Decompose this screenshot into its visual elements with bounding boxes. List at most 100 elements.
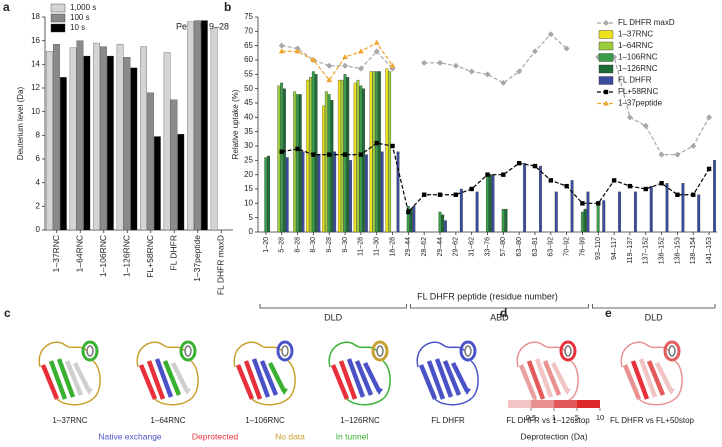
- y-tick-label: 50: [244, 84, 253, 93]
- structure-label: 1–106RNC: [245, 416, 285, 425]
- bar: [362, 88, 365, 233]
- marker: [706, 166, 712, 172]
- loop: [251, 360, 296, 406]
- y-tick-label: 12: [31, 83, 40, 92]
- strand: [542, 360, 562, 396]
- structure: [516, 340, 579, 406]
- colorbar-segment: [554, 400, 577, 408]
- strand: [426, 360, 446, 400]
- bar: [53, 44, 60, 231]
- colorbar-tick-label: 5: [575, 413, 579, 422]
- bar: [147, 92, 154, 231]
- marker: [294, 48, 301, 54]
- bar: [282, 88, 286, 233]
- bar: [438, 211, 442, 233]
- x-tick-label: 70–92: [563, 237, 570, 257]
- colorbar-segment: [531, 400, 554, 408]
- y-tick-label: 55: [244, 69, 253, 78]
- bar: [280, 82, 284, 233]
- structure-label: 1–37RNC: [52, 416, 87, 425]
- marker: [484, 71, 491, 78]
- marker: [373, 39, 380, 45]
- x-tick-label: 76–99: [579, 237, 586, 257]
- helix: [668, 345, 676, 357]
- legend-swatch: [50, 23, 66, 33]
- strand: [170, 361, 190, 393]
- bar: [396, 151, 400, 233]
- bar: [570, 180, 574, 233]
- marker: [452, 62, 459, 69]
- x-tick-label: 33–76: [484, 237, 491, 257]
- bar: [633, 191, 637, 233]
- bar: [377, 71, 381, 233]
- bar: [324, 91, 328, 233]
- y-tick-label: 14: [31, 59, 40, 68]
- marker: [357, 48, 364, 54]
- x-tick-label: 29–44: [437, 237, 444, 257]
- series-line: [281, 142, 710, 214]
- marker: [611, 178, 617, 183]
- strand: [259, 360, 279, 396]
- y-tick-label: 16: [31, 36, 40, 45]
- bar: [353, 82, 357, 233]
- strand: [346, 358, 366, 398]
- strand: [526, 360, 546, 400]
- bar: [580, 211, 584, 233]
- structure: [416, 340, 479, 406]
- legend-label: 1–64RNC: [618, 41, 653, 50]
- strand: [162, 360, 182, 396]
- helix: [276, 340, 294, 362]
- helix: [459, 340, 477, 362]
- x-tick-label: 63–81: [532, 237, 539, 257]
- strand: [534, 358, 554, 398]
- bar: [69, 47, 77, 231]
- strand: [138, 364, 158, 400]
- bar: [697, 194, 701, 233]
- y-tick-label: 4: [36, 178, 41, 187]
- colorbar-tick-label: 10: [596, 413, 604, 422]
- x-tick-label: 138–153: [674, 237, 681, 264]
- y-tick-label: 15: [244, 184, 253, 193]
- y-tick-label: 35: [244, 127, 253, 136]
- marker: [279, 149, 284, 154]
- strand: [235, 364, 255, 400]
- bar: [412, 206, 416, 233]
- bar: [459, 188, 463, 233]
- y-tick-label: 45: [244, 98, 253, 107]
- y-tick-label: 10: [31, 107, 40, 116]
- marker: [421, 59, 428, 66]
- bar: [306, 79, 310, 233]
- bar: [364, 154, 368, 233]
- marker: [580, 201, 585, 206]
- bar: [296, 94, 299, 233]
- colorbar-segment: [508, 400, 531, 408]
- x-tick-label: 29–44: [405, 237, 412, 257]
- bar: [649, 185, 653, 233]
- key-label: Native exchange: [98, 431, 162, 441]
- marker: [643, 186, 648, 192]
- bar: [298, 94, 302, 233]
- legend-swatch: [50, 3, 66, 13]
- y-axis-label: Relative uptake (%): [231, 89, 240, 159]
- bar: [330, 99, 334, 233]
- legend-label: FL DHFR maxD: [618, 18, 675, 27]
- y-tick-label: 6: [36, 154, 41, 163]
- colorbar-tick-label: 1: [552, 413, 556, 422]
- legend-label: 1–106RNC: [618, 53, 658, 62]
- bar: [83, 55, 91, 231]
- panel-letter: b: [224, 0, 231, 14]
- structure: [620, 340, 683, 406]
- domain-label: DLD: [645, 312, 664, 322]
- panel-letter: e: [605, 306, 612, 320]
- bar: [375, 71, 379, 233]
- loop: [434, 360, 479, 406]
- marker: [358, 152, 364, 157]
- marker: [311, 152, 316, 157]
- strand: [267, 361, 287, 393]
- marker: [437, 59, 444, 66]
- bar: [123, 57, 131, 231]
- x-tick-label: 8–28: [294, 237, 301, 253]
- legend-label: 1–37RNC: [618, 30, 653, 39]
- marker: [564, 183, 569, 189]
- bar: [277, 85, 281, 233]
